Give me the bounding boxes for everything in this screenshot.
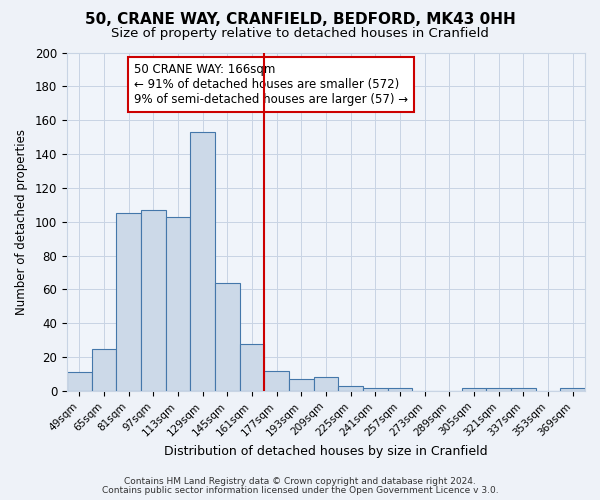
Text: 50 CRANE WAY: 166sqm
← 91% of detached houses are smaller (572)
9% of semi-detac: 50 CRANE WAY: 166sqm ← 91% of detached h… [134,62,409,106]
Bar [265,370,289,391]
X-axis label: Distribution of detached houses by size in Cranfield: Distribution of detached houses by size … [164,444,488,458]
Bar [511,388,536,391]
Bar [363,388,388,391]
Bar [560,388,585,391]
Y-axis label: Number of detached properties: Number of detached properties [15,128,28,314]
Bar [190,132,215,391]
Bar [141,210,166,391]
Text: Contains HM Land Registry data © Crown copyright and database right 2024.: Contains HM Land Registry data © Crown c… [124,477,476,486]
Text: 50, CRANE WAY, CRANFIELD, BEDFORD, MK43 0HH: 50, CRANE WAY, CRANFIELD, BEDFORD, MK43 … [85,12,515,28]
Bar [338,386,363,391]
Text: Contains public sector information licensed under the Open Government Licence v : Contains public sector information licen… [101,486,499,495]
Bar [215,282,239,391]
Text: Size of property relative to detached houses in Cranfield: Size of property relative to detached ho… [111,28,489,40]
Bar [92,348,116,391]
Bar [239,344,265,391]
Bar [461,388,487,391]
Bar [388,388,412,391]
Bar [116,214,141,391]
Bar [289,379,314,391]
Bar [67,372,92,391]
Bar [314,378,338,391]
Bar [166,216,190,391]
Bar [487,388,511,391]
